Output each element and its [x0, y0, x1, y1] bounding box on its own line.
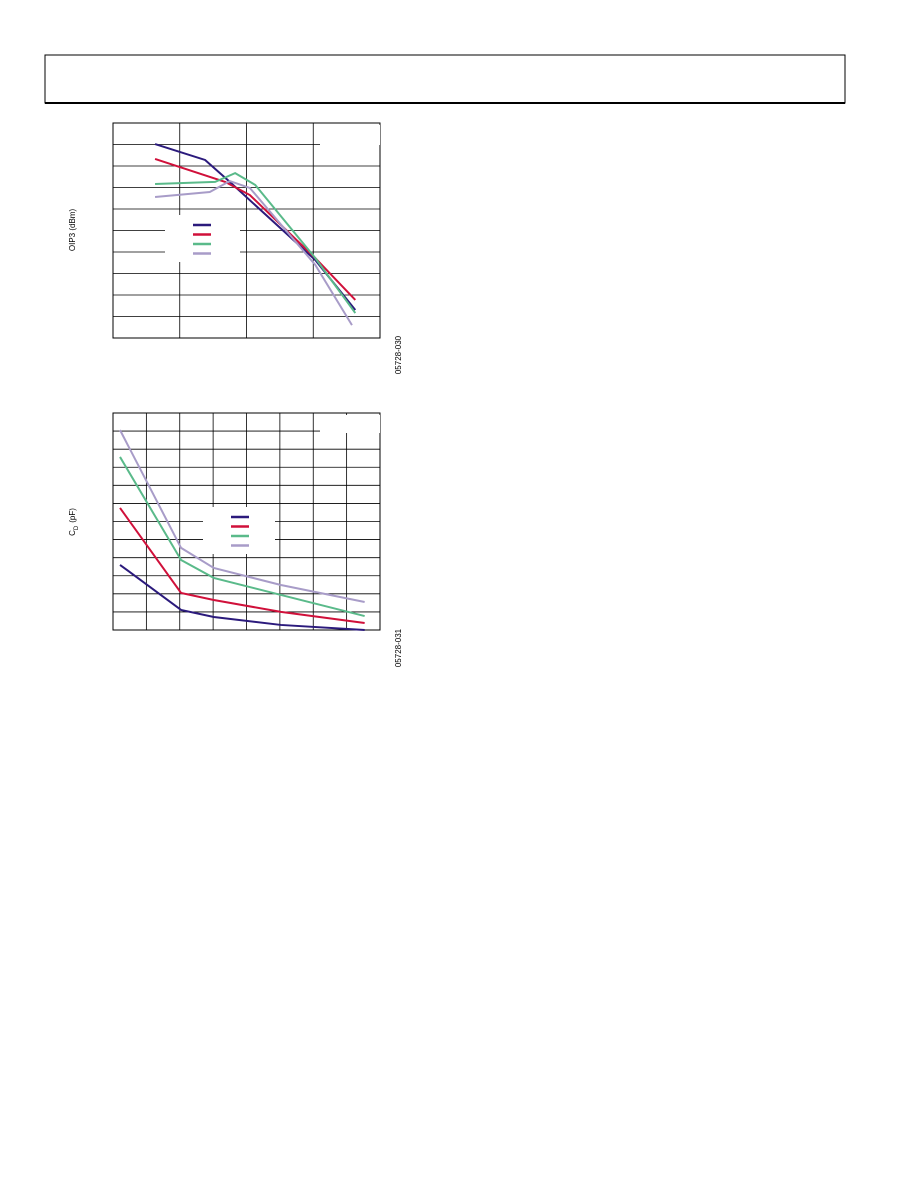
- y-axis-label: CD (pF): [68, 508, 80, 536]
- series-line: [154, 179, 353, 326]
- series-line: [119, 456, 365, 618]
- label-box: [320, 125, 380, 145]
- series-line: [119, 429, 365, 603]
- series-line: [155, 171, 357, 314]
- legend-box: [165, 215, 240, 262]
- figure-id: 05728-030: [394, 335, 403, 374]
- header-box: [44, 54, 846, 104]
- y-axis-label-main: C: [68, 530, 77, 536]
- series-line: [119, 507, 365, 624]
- legend-box: [203, 507, 275, 554]
- y-axis-label-sub: D: [74, 525, 80, 530]
- figure-id: 05728-031: [394, 628, 403, 667]
- series-line: [154, 157, 357, 301]
- label-box: [320, 415, 380, 433]
- y-axis-label-unit: (pF): [68, 508, 77, 523]
- y-axis-label: OIP3 (dBm): [68, 209, 77, 252]
- series-line: [119, 564, 365, 631]
